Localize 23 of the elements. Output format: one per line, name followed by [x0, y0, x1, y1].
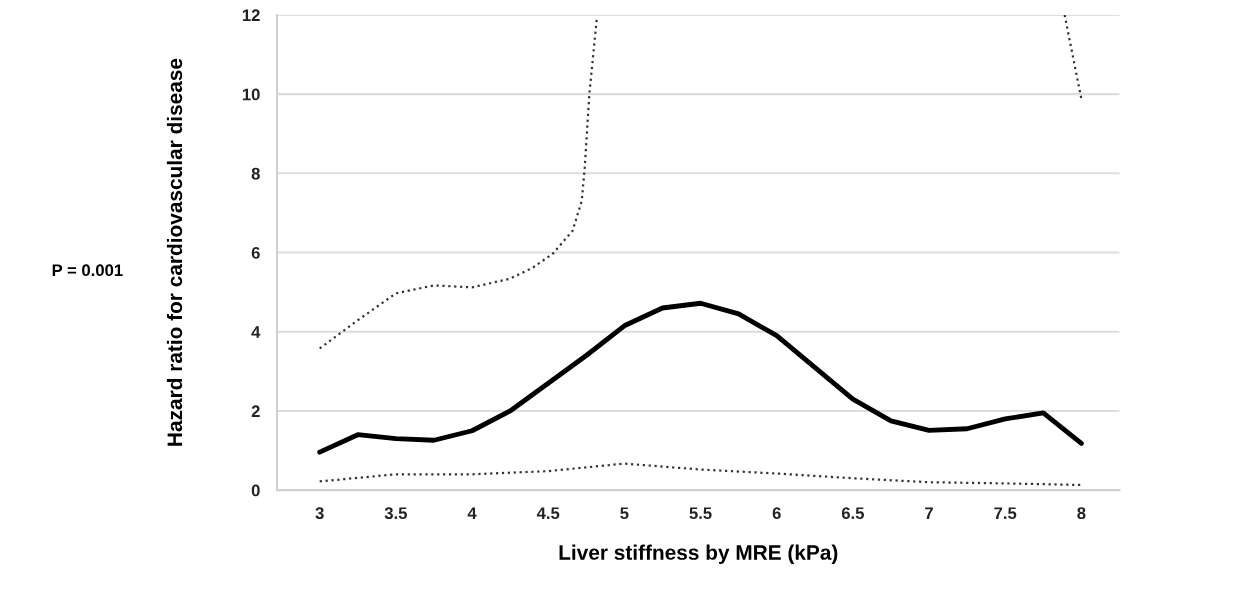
- x-tick-label: 4.5: [536, 507, 560, 520]
- y-tick-label: 8: [251, 167, 260, 180]
- y-tick-label: 0: [251, 484, 260, 497]
- y-tick-label: 12: [242, 9, 260, 21]
- y-tick-label: 6: [251, 246, 260, 259]
- x-tick-label: 6: [772, 507, 781, 520]
- x-tick-label: 5: [620, 507, 629, 520]
- text: P = 0.001: [52, 264, 123, 277]
- line-series: [317, 300, 1084, 455]
- y-axis-title: Hazard ratio for cardiovascular disease: [166, 58, 183, 446]
- x-tick-label: 7: [925, 507, 933, 519]
- x-tick-label: 7.5: [994, 507, 1017, 520]
- y-tick-label: 10: [242, 88, 260, 101]
- y-tick-label: 4: [251, 326, 261, 338]
- y-tick-label: 2: [251, 405, 260, 417]
- x-tick-label: 3.5: [384, 507, 407, 520]
- x-tick-label: 4: [467, 507, 477, 519]
- x-tick-label: 5.5: [689, 507, 712, 520]
- x-axis-title: Liver stiffness by MRE (kPa): [559, 544, 838, 564]
- x-tick-label: 6.5: [841, 507, 864, 520]
- line-series: [318, 462, 1083, 487]
- x-tick-label: 3: [315, 507, 324, 520]
- x-tick-label: 8: [1077, 507, 1086, 520]
